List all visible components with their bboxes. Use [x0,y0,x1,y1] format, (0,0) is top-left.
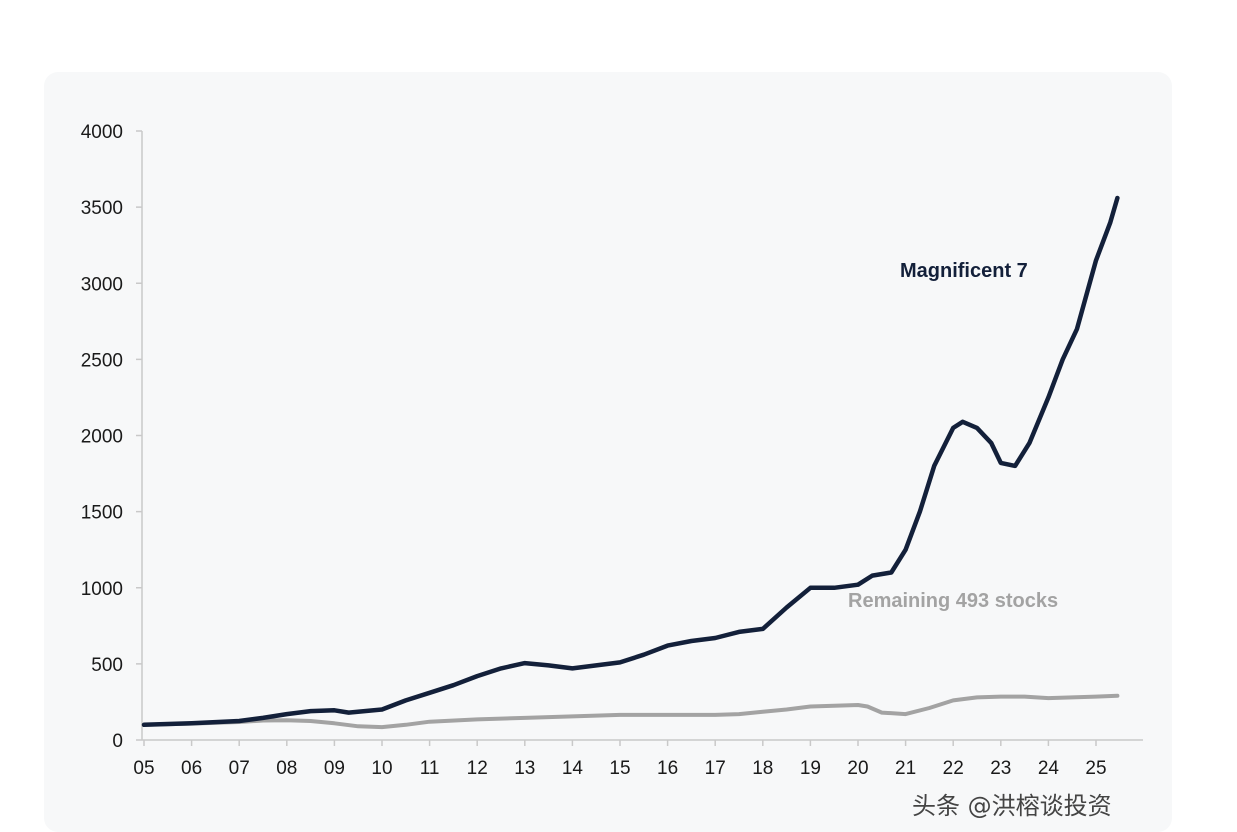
series-line-magnificent-7 [141,195,1120,728]
x-axis-ticks: 05 06 07 08 09 10 11 12 13 14 15 16 17 18 19 20 21 22 23 24… [133,740,1107,779]
x-tick-label: 23 [990,758,1011,779]
y-axis-ticks: 0 500 1000 1500 2000 2500 3000 3500 4000 [81,122,142,752]
x-tick-label: 09 [324,758,345,779]
y-tick-label: 3000 [81,274,123,295]
y-tick-label: 3500 [81,198,123,219]
y-tick-label: 0 [112,731,123,752]
x-tick-label: 21 [895,758,916,779]
x-tick-label: 05 [133,758,154,779]
chart-card [44,72,1172,832]
y-tick-label: 1000 [81,579,123,600]
series-lines [141,195,1120,730]
x-tick-label: 25 [1085,758,1106,779]
x-tick-label: 15 [609,758,630,779]
series-label-magnificent-7: Magnificent 7 [900,260,1028,282]
x-tick-label: 06 [181,758,202,779]
x-tick-label: 14 [562,758,584,779]
y-tick-label: 2500 [81,350,123,371]
y-tick-label: 1500 [81,503,123,524]
x-tick-label: 13 [514,758,535,779]
series-line-remaining-493-stocks [142,693,1120,730]
x-tick-label: 20 [847,758,868,779]
x-tick-label: 17 [705,758,726,779]
x-tick-label: 18 [752,758,773,779]
x-tick-label: 16 [657,758,678,779]
x-tick-label: 07 [229,758,250,779]
y-tick-label: 500 [91,655,123,676]
watermark-text: 头条 @洪榕谈投资 [912,792,1112,820]
x-tick-label: 22 [943,758,964,779]
x-tick-label: 24 [1038,758,1060,779]
x-tick-label: 10 [371,758,392,779]
y-tick-label: 4000 [81,122,123,143]
series-label-remaining-493: Remaining 493 stocks [848,590,1058,612]
x-tick-label: 19 [800,758,821,779]
x-tick-label: 11 [420,758,440,779]
x-tick-label: 12 [467,758,488,779]
x-tick-label: 08 [276,758,297,779]
y-tick-label: 2000 [81,427,123,448]
